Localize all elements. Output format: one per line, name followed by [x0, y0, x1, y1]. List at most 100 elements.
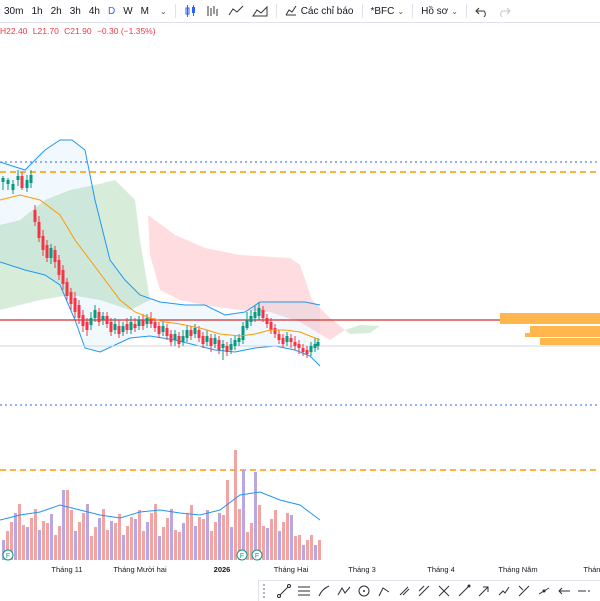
- candlestick: [129, 316, 133, 334]
- candle-body: [281, 338, 285, 344]
- volume-bar: [262, 526, 265, 560]
- candle-body: [241, 326, 245, 340]
- candle-body: [41, 236, 45, 250]
- prediction-icon[interactable]: [414, 582, 434, 600]
- interval-d[interactable]: D: [107, 5, 116, 17]
- candle-body: [309, 346, 313, 352]
- zoom-icon[interactable]: [434, 582, 454, 600]
- trend-line-icon[interactable]: [274, 582, 294, 600]
- interval-3h[interactable]: 3h: [69, 5, 81, 17]
- volume-bar: [70, 510, 73, 560]
- circle-icon[interactable]: [354, 582, 374, 600]
- interval-1h[interactable]: 1h: [31, 5, 43, 17]
- interval-dropdown-icon[interactable]: ⌄: [159, 6, 167, 16]
- candle-body: [16, 176, 20, 180]
- candlestick: [297, 340, 301, 354]
- candlestick: [161, 322, 165, 336]
- candlestick: [201, 332, 205, 348]
- candle-body: [177, 336, 181, 344]
- legend-high: H22.40: [0, 26, 28, 36]
- candlestick: [89, 312, 93, 330]
- pattern-icon[interactable]: [334, 582, 354, 600]
- volume-bar: [26, 527, 29, 560]
- indicators-button[interactable]: Các chỉ báo: [281, 0, 358, 22]
- candlestick: [121, 322, 125, 336]
- candlestick: [141, 314, 145, 330]
- lock-icon[interactable]: [514, 582, 534, 600]
- interval-m[interactable]: M: [140, 5, 149, 17]
- time-label-tháng: Tháng: [583, 565, 600, 574]
- volume-bar: [114, 523, 117, 560]
- candlestick: [93, 305, 97, 322]
- candle-body: [269, 322, 273, 330]
- candle-body: [301, 348, 305, 352]
- volume-bar: [90, 536, 93, 560]
- candlestick: [249, 310, 253, 326]
- volume-bar: [290, 515, 293, 560]
- arrow-icon[interactable]: [474, 582, 494, 600]
- symbol-selector[interactable]: *BFC ⌄: [367, 0, 409, 22]
- profile-selector[interactable]: Hồ sơ ⌄: [417, 0, 462, 22]
- candlestick: [265, 314, 269, 328]
- volume-bar: [234, 450, 237, 560]
- volume-bar: [210, 531, 213, 560]
- volume-bar: [6, 531, 9, 560]
- volume-bar: [66, 490, 69, 560]
- candlestick: [65, 278, 69, 300]
- area-chart-icon[interactable]: [248, 0, 272, 22]
- line-chart-icon[interactable]: [224, 0, 248, 22]
- ruler-icon[interactable]: [454, 582, 474, 600]
- interval-4h[interactable]: 4h: [88, 5, 100, 17]
- candlestick: [309, 342, 313, 356]
- candle-body: [97, 312, 101, 322]
- candles-icon[interactable]: [180, 0, 202, 22]
- time-label-tháng-4: Tháng 4: [427, 565, 455, 574]
- arrow-left-icon[interactable]: [554, 582, 574, 600]
- candle-body: [189, 330, 193, 336]
- candle-body: [89, 318, 93, 325]
- event-marker-label: F: [255, 553, 259, 560]
- drag-handle[interactable]: [263, 584, 271, 598]
- interval-30m[interactable]: 30m: [4, 5, 24, 17]
- compare-icon[interactable]: [202, 0, 224, 22]
- volume-bar: [138, 510, 141, 560]
- trash-icon[interactable]: [574, 582, 594, 600]
- measure-icon[interactable]: [374, 582, 394, 600]
- chevron-down-icon: ⌄: [397, 6, 405, 16]
- candle-body: [57, 260, 61, 275]
- interval-w[interactable]: W: [123, 5, 133, 17]
- redo-icon[interactable]: [493, 0, 515, 22]
- volume-bar: [254, 472, 257, 560]
- volume-bar: [150, 513, 153, 560]
- fib-icon[interactable]: [294, 582, 314, 600]
- candle-body: [129, 322, 133, 330]
- ichimoku-cloud-green: [0, 180, 150, 310]
- toolbar-divider: [361, 4, 363, 18]
- legend-low: L21.70: [32, 26, 59, 36]
- volume-bar: [274, 510, 277, 560]
- candle-body: [249, 316, 253, 322]
- interval-2h[interactable]: 2h: [50, 5, 62, 17]
- candle-body: [69, 292, 73, 304]
- volume-bar: [98, 518, 101, 560]
- text-icon[interactable]: [394, 582, 414, 600]
- candle-body: [77, 305, 81, 318]
- candlestick: [221, 340, 225, 360]
- candlestick: [197, 326, 201, 342]
- candle-body: [273, 328, 277, 334]
- candle-body: [316, 342, 320, 346]
- candle-body: [257, 308, 261, 316]
- event-marker-circle: [2, 549, 14, 561]
- candlestick: [313, 338, 317, 352]
- time-label-tháng-năm: Tháng Năm: [498, 565, 538, 574]
- bollinger-upper-line: [0, 139, 321, 316]
- undo-icon[interactable]: [471, 0, 493, 22]
- candlestick: [137, 316, 141, 330]
- volume-bar: [190, 505, 193, 560]
- magnet-icon[interactable]: [494, 582, 514, 600]
- candle-body: [161, 326, 165, 332]
- volume-profile-bar: [500, 313, 600, 320]
- brush-icon[interactable]: [314, 582, 334, 600]
- eye-icon[interactable]: [534, 582, 554, 600]
